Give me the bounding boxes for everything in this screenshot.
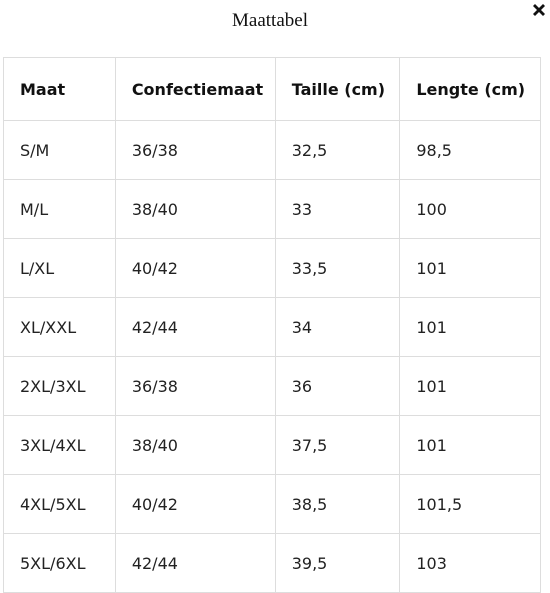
table-cell: 98,5 <box>399 120 541 180</box>
table-cell: 36/38 <box>114 356 276 416</box>
header-cell: Confectiemaat <box>114 57 276 121</box>
dialog-title: Maattabel <box>232 10 308 31</box>
table-cell: 33,5 <box>274 238 401 298</box>
table-row: S/M 36/38 32,5 98,5 <box>3 120 541 180</box>
table-cell: 32,5 <box>274 120 401 180</box>
table-cell: M/L <box>3 179 116 239</box>
table-cell: 42/44 <box>114 297 276 357</box>
table-cell: 36 <box>274 356 401 416</box>
close-icon[interactable] <box>533 4 545 16</box>
table-cell: 3XL/4XL <box>3 415 116 475</box>
table-row: M/L 38/40 33 100 <box>3 179 541 239</box>
table-cell: 100 <box>399 179 541 239</box>
table-cell: XL/XXL <box>3 297 116 357</box>
table-row: XL/XXL 42/44 34 101 <box>3 297 541 357</box>
table-cell: 40/42 <box>114 474 276 534</box>
close-button[interactable] <box>531 2 547 18</box>
table-row: 4XL/5XL 40/42 38,5 101,5 <box>3 474 541 534</box>
table-cell: L/XL <box>3 238 116 298</box>
table-cell: 42/44 <box>114 533 276 593</box>
table-cell: 33 <box>274 179 401 239</box>
table-cell: 37,5 <box>274 415 401 475</box>
table-cell: 103 <box>399 533 541 593</box>
header-cell: Maat <box>3 57 116 121</box>
table-cell: 4XL/5XL <box>3 474 116 534</box>
header-row: Maat Confectiemaat Taille (cm) Lengte (cm) <box>3 57 541 121</box>
table-cell: 38,5 <box>274 474 401 534</box>
table-row: 5XL/6XL 42/44 39,5 103 <box>3 533 541 593</box>
table-cell: S/M <box>3 120 116 180</box>
table-cell: 38/40 <box>114 415 276 475</box>
table-cell: 38/40 <box>114 179 276 239</box>
table-cell: 2XL/3XL <box>3 356 116 416</box>
table-row: 3XL/4XL 38/40 37,5 101 <box>3 415 541 475</box>
table-row: 2XL/3XL 36/38 36 101 <box>3 356 541 416</box>
table-row: L/XL 40/42 33,5 101 <box>3 238 541 298</box>
header-cell: Lengte (cm) <box>399 57 541 121</box>
table-cell: 34 <box>274 297 401 357</box>
table-cell: 101 <box>399 415 541 475</box>
table-cell: 39,5 <box>274 533 401 593</box>
table-cell: 101,5 <box>399 474 541 534</box>
table-cell: 36/38 <box>114 120 276 180</box>
table-cell: 101 <box>399 297 541 357</box>
table-cell: 101 <box>399 356 541 416</box>
table-body: S/M 36/38 32,5 98,5 M/L 38/40 33 100 L/XL 40/42 33… <box>3 120 541 593</box>
table-cell: 40/42 <box>114 238 276 298</box>
header-cell: Taille (cm) <box>274 57 401 121</box>
table-cell: 5XL/6XL <box>3 533 116 593</box>
size-table: Maat Confectiemaat Taille (cm) Lengte (cm) … <box>3 57 541 593</box>
table-cell: 101 <box>399 238 541 298</box>
